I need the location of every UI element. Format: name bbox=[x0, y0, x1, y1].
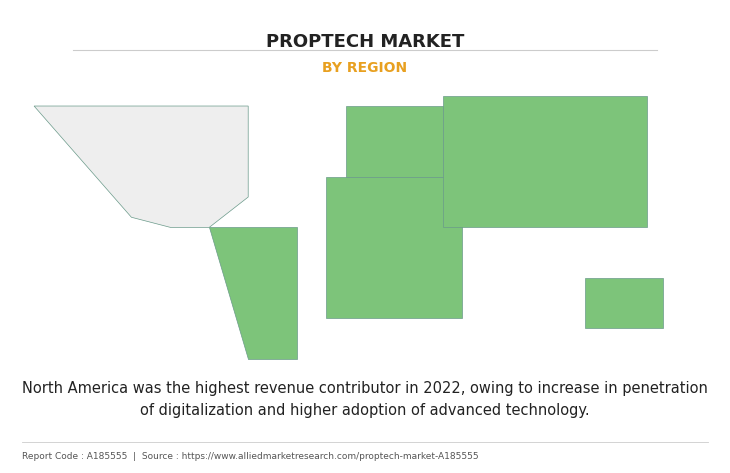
Polygon shape bbox=[210, 228, 297, 359]
Text: North America was the highest revenue contributor in 2022, owing to increase in : North America was the highest revenue co… bbox=[22, 381, 708, 418]
Polygon shape bbox=[326, 177, 462, 318]
Polygon shape bbox=[443, 96, 648, 228]
Text: PROPTECH MARKET: PROPTECH MARKET bbox=[266, 33, 464, 51]
Polygon shape bbox=[345, 106, 443, 177]
Text: Report Code : A185555  |  Source : https://www.alliedmarketresearch.com/proptech: Report Code : A185555 | Source : https:/… bbox=[22, 452, 479, 461]
Polygon shape bbox=[34, 106, 248, 228]
Text: BY REGION: BY REGION bbox=[323, 61, 407, 76]
Polygon shape bbox=[585, 278, 663, 328]
